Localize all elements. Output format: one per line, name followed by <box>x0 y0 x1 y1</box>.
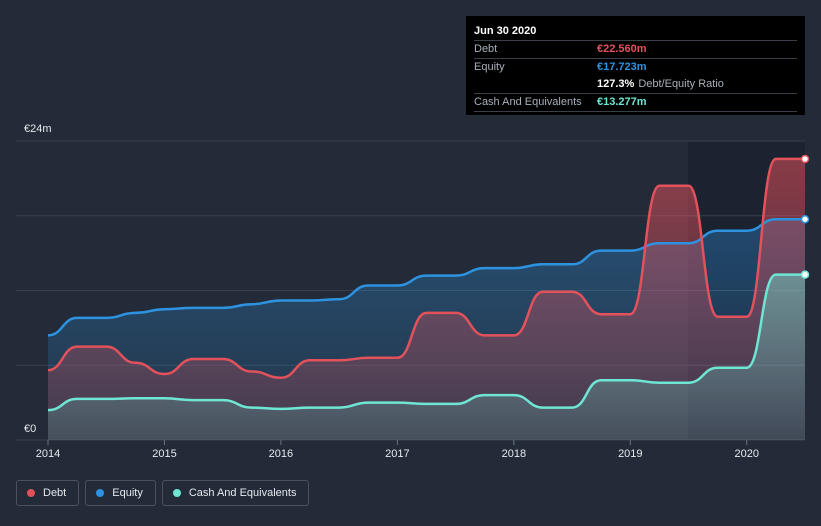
legend-cash-dot-icon <box>172 489 181 497</box>
cash-line <box>47 273 805 412</box>
debt-line <box>47 157 805 379</box>
debt-end-point <box>800 154 810 164</box>
x-tick-label-2014: 2014 <box>36 448 60 460</box>
tooltip-equity-row: Equity €17.723m <box>474 58 797 76</box>
x-tick-label-2015: 2015 <box>152 448 176 460</box>
debt-area <box>48 158 805 440</box>
tooltip-ratio-value: 127.3% <box>597 78 635 90</box>
tooltip-debt-label: Debt <box>474 43 498 55</box>
x-axis-ticks: 2014 2015 2016 2017 2018 2019 2020 <box>36 440 759 460</box>
x-tick-label-2016: 2016 <box>269 448 293 460</box>
cash-area <box>48 274 805 440</box>
tooltip-cash-row: Cash And Equivalents €13.277m <box>474 93 797 112</box>
tooltip-equity-value: €17.723m <box>597 61 647 73</box>
tooltip-equity-label: Equity <box>474 61 505 73</box>
x-tick-label-2019: 2019 <box>618 448 642 460</box>
y-axis-top-label: €24m <box>24 123 52 135</box>
legend-debt-dot-icon <box>27 489 35 497</box>
y-axis-bottom-label: €0 <box>24 423 36 435</box>
equity-line <box>47 217 805 337</box>
tooltip-ratio-row: 127.3% Debt/Equity Ratio <box>474 76 797 93</box>
series-areas <box>48 158 805 440</box>
series-lines <box>47 157 805 412</box>
x-tick-label-2020: 2020 <box>735 448 759 460</box>
series-end-markers <box>800 154 810 279</box>
x-tick-label-2018: 2018 <box>502 448 526 460</box>
legend-item-equity[interactable]: Equity <box>85 480 156 506</box>
tooltip-cash-label: Cash And Equivalents <box>474 96 582 108</box>
tooltip-debt-value: €22.560m <box>597 43 647 55</box>
tooltip-debt-row: Debt €22.560m <box>474 40 797 58</box>
chart-legend: Debt Equity Cash And Equivalents <box>16 480 315 506</box>
tooltip-date: Jun 30 2020 <box>474 25 537 37</box>
legend-cash-label: Cash And Equivalents <box>188 487 297 499</box>
legend-equity-label: Equity <box>112 487 143 499</box>
x-tick-label-2017: 2017 <box>385 448 409 460</box>
equity-end-point <box>800 214 810 224</box>
tooltip-cash-value: €13.277m <box>597 96 647 108</box>
hover-tooltip: Jun 30 2020 Debt €22.560m Equity €17.723… <box>466 16 805 115</box>
cash-end-point <box>800 270 810 279</box>
legend-equity-dot-icon <box>96 489 105 497</box>
legend-debt-label: Debt <box>43 487 67 499</box>
chart-canvas: €24m €0 2014 2015 2016 2017 2018 2019 2020 <box>16 123 810 460</box>
legend-item-cash[interactable]: Cash And Equivalents <box>161 480 310 506</box>
tooltip-ratio-label: Debt/Equity Ratio <box>638 78 724 90</box>
legend-item-debt[interactable]: Debt <box>16 480 80 506</box>
